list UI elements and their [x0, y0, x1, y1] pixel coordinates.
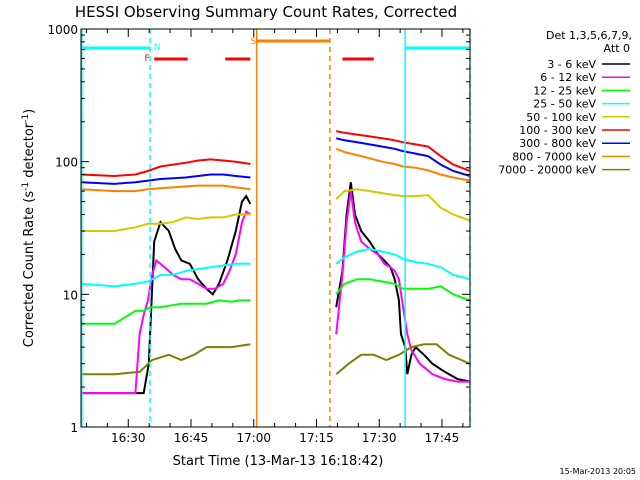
series-line-7000-20000-kev-part-1: [81, 343, 251, 376]
series-layer: [80, 130, 471, 395]
legend-label-300-800-kev: 300 - 800 keV: [519, 137, 596, 150]
legend-label-12-25-kev: 12 - 25 keV: [533, 84, 596, 97]
x-axis-ticks: 16:30 16:45 17:00 17:15 17:30 17:45: [85, 29, 464, 445]
plot-frame: [80, 28, 471, 428]
flag-label-f: F: [144, 54, 149, 64]
legend-label-6-12-kev: 6 - 12 keV: [540, 71, 596, 84]
y-label-sup-2: -1: [21, 114, 31, 123]
chart-title: HESSI Observing Summary Count Rates, Cor…: [75, 3, 457, 21]
series-line-50-100-kev-part-2: [335, 188, 471, 222]
y-tick-label-4: 1000: [47, 23, 78, 37]
x-tick-label-3: 17:00: [236, 431, 271, 445]
series-line-12-25-kev-part-2: [335, 278, 471, 302]
series-line-25-50-kev-part-1: [80, 262, 251, 288]
y-axis-ticks: 1 10 100 1000: [47, 23, 470, 435]
flags-layer: FN S: [81, 37, 470, 64]
x-tick-label-5: 17:30: [362, 431, 397, 445]
legend-label-25-50-kev: 25 - 50 keV: [533, 98, 596, 111]
y-tick-label-2: 10: [63, 288, 78, 302]
legend-header-attenuator: Att 0: [604, 42, 630, 55]
legend-header-detectors: Det 1,3,5,6,7,9,: [546, 29, 632, 42]
series-line-800-7000-kev-part-2: [335, 147, 471, 182]
series-line-100-300-kev-part-1: [80, 158, 251, 178]
x-tick-label-4: 17:15: [299, 431, 334, 445]
y-tick-label-1: 1: [70, 421, 78, 435]
series-line-25-50-kev-part-2: [335, 247, 471, 281]
flag-label-n: N: [154, 43, 161, 53]
legend-label-7000-20000-kev: 7000 - 20000 keV: [498, 164, 596, 177]
series-line-3-6-kev-part-2: [335, 182, 471, 383]
series-line-300-800-kev-part-2: [335, 137, 471, 177]
x-tick-label-1: 16:30: [111, 431, 146, 445]
series-line-300-800-kev-part-1: [80, 173, 251, 185]
y-axis-label: Corrected Count Rate (s-1 detector-1): [21, 109, 37, 347]
legend-label-100-300-kev: 100 - 300 keV: [519, 124, 596, 137]
y-label-main: Corrected Count Rate (s: [22, 191, 37, 348]
y-label-sup-1: -1: [21, 182, 31, 191]
x-tick-label-6: 17:45: [425, 431, 460, 445]
series-line-800-7000-kev-part-1: [80, 184, 251, 193]
footer-date: 15-Mar-2013 20:05: [560, 467, 637, 476]
y-tick-label-3: 100: [55, 156, 78, 170]
series-line-100-300-kev-part-2: [335, 130, 471, 172]
x-axis-label: Start Time (13-Mar-13 16:18:42): [173, 454, 384, 469]
y-label-end: ): [22, 109, 37, 114]
legend-label-800-7000-kev: 800 - 7000 keV: [512, 150, 596, 163]
series-line-7000-20000-kev-part-2: [335, 343, 471, 375]
y-label-mid: detector: [22, 122, 37, 182]
series-line-12-25-kev-part-1: [81, 299, 251, 325]
series-line-6-12-kev-part-1: [81, 210, 251, 395]
series-line-6-12-kev-part-2: [335, 190, 470, 383]
x-tick-label-2: 16:45: [174, 431, 209, 445]
legend-label-50-100-kev: 50 - 100 keV: [526, 111, 596, 124]
flag-label-s: S: [250, 37, 256, 47]
legend-label-3-6-kev: 3 - 6 keV: [547, 58, 596, 71]
series-line-50-100-kev-part-1: [81, 213, 251, 232]
